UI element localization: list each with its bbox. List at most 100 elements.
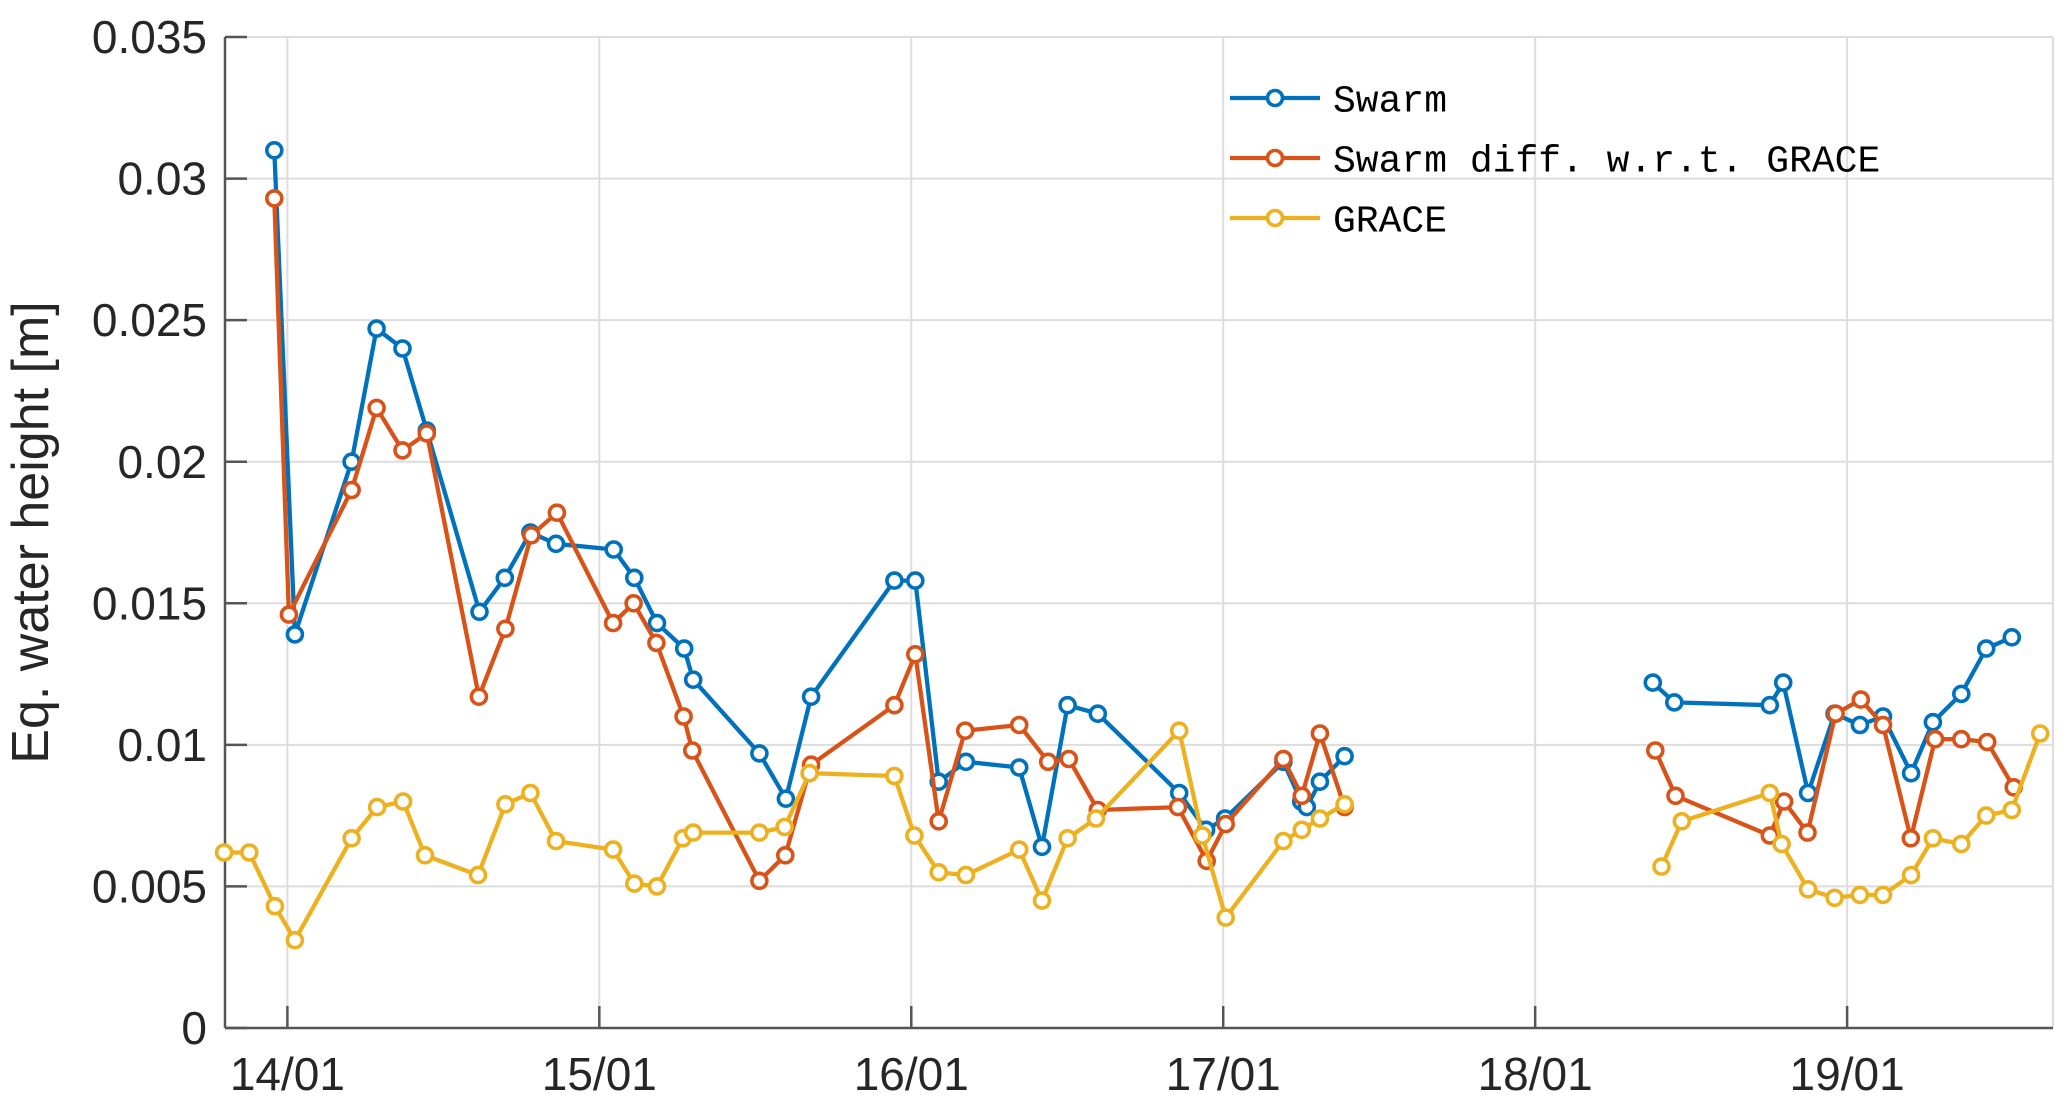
data-point-marker	[775, 845, 795, 865]
data-point-marker	[393, 792, 413, 811]
data-point-marker	[682, 741, 702, 760]
x-tick-label: 17/01	[1166, 1048, 1281, 1100]
data-point-marker	[1032, 837, 1052, 857]
data-point-marker	[367, 319, 386, 338]
data-point-marker	[956, 865, 976, 885]
data-point-marker	[885, 571, 904, 590]
x-tick-label: 18/01	[1478, 1048, 1593, 1100]
data-point-marker	[496, 794, 515, 814]
data-point-marker	[905, 644, 925, 664]
data-point-marker	[1009, 715, 1029, 735]
data-point-marker	[683, 823, 703, 842]
data-point-marker	[2002, 800, 2022, 820]
data-point-marker	[1976, 639, 1996, 658]
data-point-marker	[1760, 783, 1780, 803]
legend-item-swarm: Swarm	[1230, 80, 1447, 123]
data-point-marker	[1009, 758, 1029, 777]
y-axis-label: Eq. water height [m]	[2, 301, 60, 763]
data-point-marker	[470, 602, 489, 622]
data-point-marker	[905, 571, 925, 590]
series-grace	[214, 721, 2050, 950]
data-point-marker	[285, 625, 305, 644]
data-point-marker	[1310, 809, 1330, 828]
legend-marker-sample	[1265, 88, 1285, 108]
data-point-marker	[801, 687, 821, 707]
data-point-marker	[624, 593, 643, 613]
data-point-marker	[1851, 690, 1871, 709]
data-point-marker	[342, 480, 361, 500]
series-line	[272, 150, 1347, 849]
data-point-marker	[750, 744, 769, 763]
y-tick-label: 0.015	[92, 577, 207, 629]
data-point-marker	[956, 752, 976, 772]
x-tick-label: 16/01	[854, 1048, 969, 1100]
data-point-marker	[1335, 746, 1354, 766]
data-point-marker	[1086, 809, 1106, 828]
data-point-marker	[905, 826, 924, 845]
data-point-marker	[1032, 891, 1052, 910]
data-point-marker	[1193, 826, 1212, 845]
data-point-marker	[546, 534, 566, 554]
x-tick-label: 15/01	[542, 1048, 657, 1100]
data-point-marker	[1774, 792, 1794, 811]
data-point-marker	[885, 766, 904, 786]
data-point-marker	[1666, 786, 1685, 806]
data-point-marker	[495, 568, 515, 588]
data-point-marker	[1850, 885, 1870, 905]
legend-item-swarm-diff-w-r-t-grace: Swarm diff. w.r.t. GRACE	[1230, 140, 1880, 183]
data-point-marker	[214, 843, 234, 862]
data-point-marker	[1274, 749, 1293, 769]
data-point-marker	[1798, 879, 1818, 899]
data-point-marker	[1335, 794, 1354, 814]
data-point-marker	[1952, 684, 1971, 704]
data-point-marker	[521, 525, 541, 545]
data-point-marker	[1310, 772, 1330, 792]
data-point-marker	[1038, 752, 1058, 772]
data-point-marker	[885, 695, 904, 715]
data-point-marker	[1873, 885, 1893, 905]
data-point-marker	[1216, 814, 1235, 834]
data-point-marker	[264, 141, 284, 160]
legend-item-grace: GRACE	[1230, 200, 1447, 243]
data-point-marker	[624, 874, 644, 893]
data-point-marker	[468, 865, 488, 885]
legend: Swarm Swarm diff. w.r.t. GRACE GRACE	[1230, 80, 1880, 243]
data-point-marker	[1169, 721, 1189, 741]
data-point-marker	[393, 441, 412, 460]
data-point-marker	[647, 877, 667, 896]
data-point-marker	[1925, 729, 1945, 749]
y-tick-label: 0.03	[117, 153, 207, 205]
y-tick-label: 0.025	[92, 294, 207, 346]
data-point-marker	[683, 670, 703, 690]
data-point-marker	[1088, 704, 1108, 724]
data-point-marker	[1310, 724, 1330, 743]
data-point-marker	[417, 424, 437, 443]
x-tick-label: 19/01	[1790, 1048, 1905, 1100]
data-point-marker	[1798, 823, 1817, 842]
legend-label-swarm: Swarm	[1333, 80, 1447, 123]
legend-label-grace: GRACE	[1333, 200, 1447, 243]
data-point-marker	[674, 707, 693, 726]
data-point-marker	[1059, 749, 1079, 769]
data-point-marker	[1058, 695, 1077, 715]
data-point-marker	[775, 817, 794, 837]
data-point-marker	[393, 339, 412, 358]
data-point-marker	[1009, 840, 1029, 859]
data-point-marker	[1850, 715, 1870, 735]
data-point-marker	[342, 828, 361, 848]
data-point-marker	[603, 840, 623, 859]
data-point-marker	[603, 613, 623, 633]
data-point-marker	[1643, 673, 1663, 692]
data-point-marker	[929, 862, 949, 882]
data-point-marker	[264, 189, 284, 208]
data-point-marker	[1058, 828, 1077, 848]
data-point-marker	[647, 613, 667, 633]
data-point-marker	[1826, 704, 1845, 724]
data-point-marker	[415, 845, 435, 865]
data-point-marker	[496, 619, 515, 639]
grid	[225, 36, 2054, 1029]
data-point-marker	[1292, 820, 1312, 840]
data-point-marker	[1976, 806, 1996, 825]
data-point-marker	[1760, 695, 1780, 715]
data-point-marker	[800, 763, 819, 783]
